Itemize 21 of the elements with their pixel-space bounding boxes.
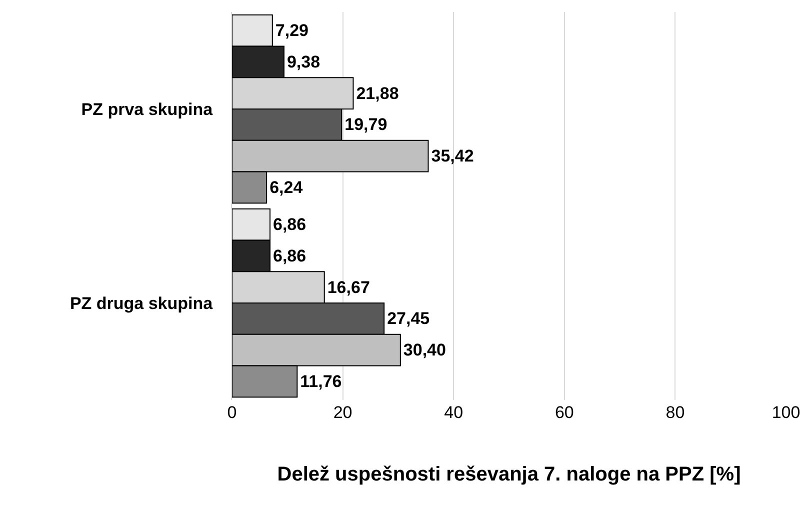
x-tick-label: 80 [666, 403, 685, 422]
x-tick-label: 40 [444, 403, 464, 422]
x-tick-label: 60 [554, 403, 574, 422]
data-label: 6,86 [273, 215, 306, 234]
x-tick-label: 0 [227, 403, 237, 422]
data-label: 7,29 [275, 21, 308, 40]
data-label: 27,45 [387, 309, 430, 328]
data-label: 30,40 [403, 340, 446, 360]
data-label: 21,88 [356, 84, 399, 103]
data-label: 16,67 [327, 278, 370, 297]
x-tick-label: 20 [333, 403, 352, 422]
y-tick-label: PZ prva skupina [81, 100, 214, 119]
data-label: 35,42 [431, 146, 474, 166]
y-tick-label: PZ druga skupina [70, 294, 214, 313]
data-label: 11,76 [300, 372, 342, 391]
data-label: 19,79 [344, 115, 388, 134]
x-axis-title: Delež uspešnosti reševanja 7. naloge na PPZ [%] [277, 464, 741, 486]
x-tick-label: 100 [772, 403, 800, 422]
data-label: 9,38 [286, 52, 320, 72]
data-label: 6,24 [270, 178, 304, 197]
data-label: 6,86 [273, 246, 306, 266]
